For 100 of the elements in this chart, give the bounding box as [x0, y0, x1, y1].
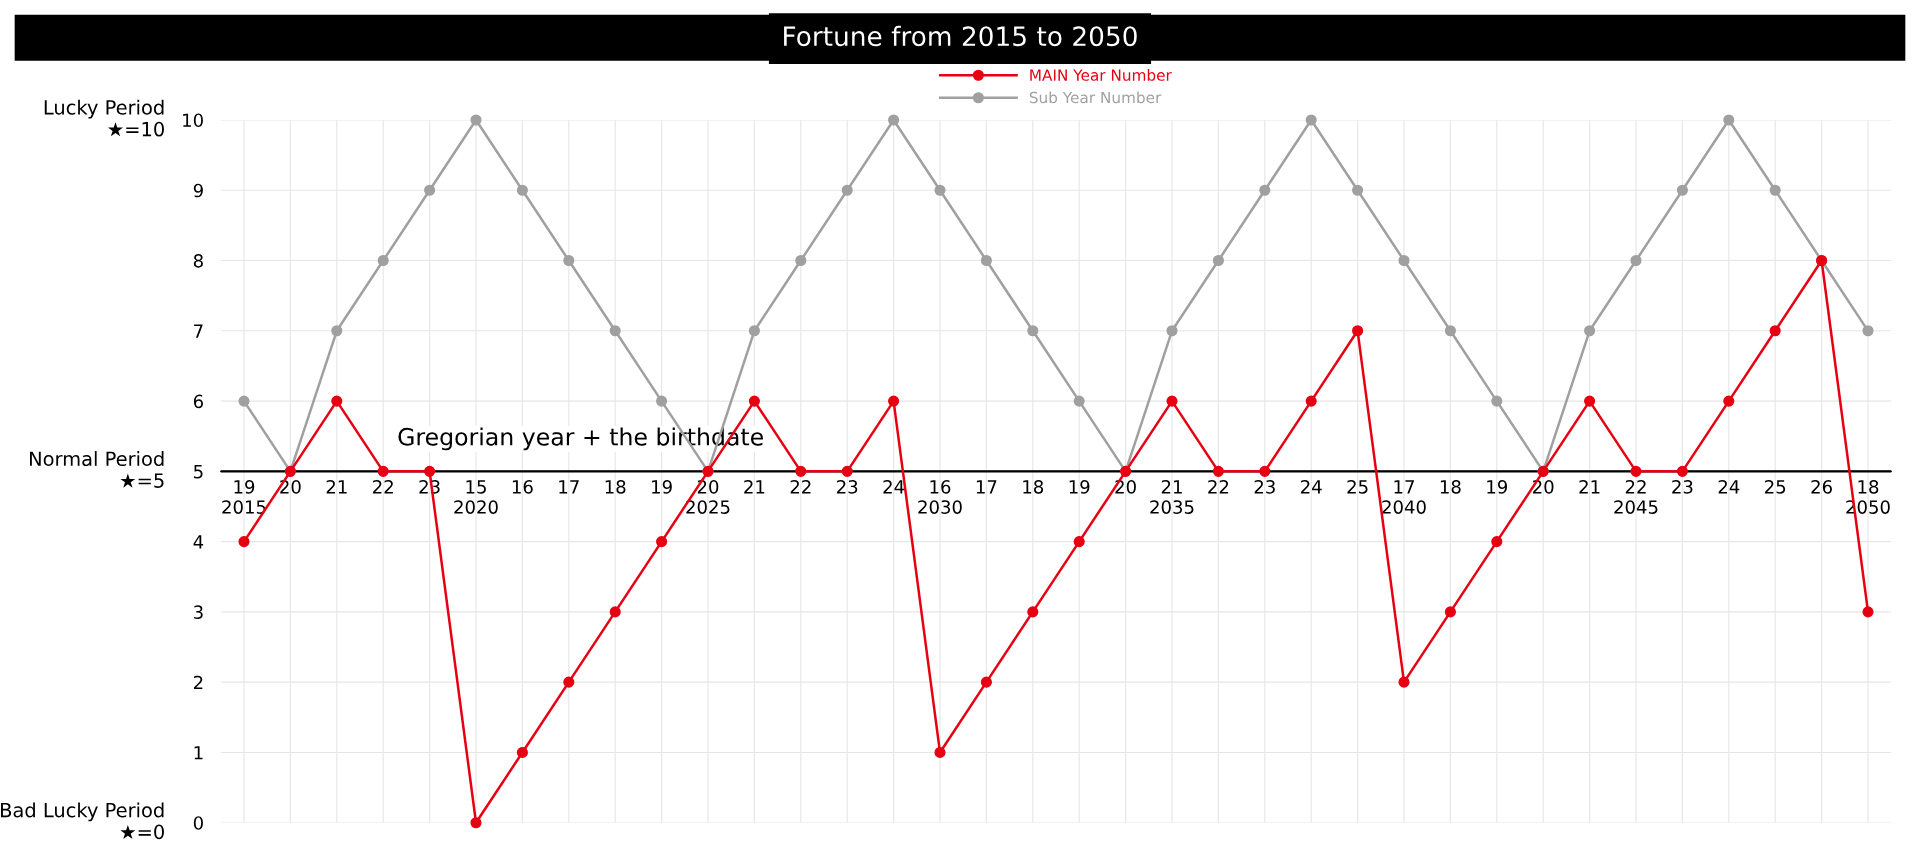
point	[1305, 114, 1317, 126]
x-tick-label: 17 2040	[1382, 480, 1426, 514]
y-tick-label: 4	[193, 535, 204, 549]
x-tick-label: 19	[1069, 480, 1090, 494]
x-tick-label: 22 2045	[1614, 480, 1658, 514]
point	[748, 395, 760, 407]
point	[934, 184, 946, 196]
point	[841, 184, 853, 196]
point	[1630, 465, 1642, 477]
point	[1676, 184, 1688, 196]
point	[1166, 395, 1178, 407]
x-tick-label: 15 2020	[454, 480, 498, 514]
ref-line-label: Normal Period ★=5	[30, 451, 164, 488]
point	[1444, 325, 1456, 337]
chart-title: Fortune from 2015 to 2050	[784, 25, 1137, 47]
y-tick-label: 7	[194, 324, 203, 338]
point	[888, 395, 900, 407]
legend-label: Sub Year Number	[1029, 91, 1162, 104]
y-tick-label: 3	[194, 605, 203, 620]
x-tick-label: 20	[280, 480, 301, 494]
point	[1769, 184, 1781, 196]
point	[1212, 465, 1224, 477]
x-tick-label: 24	[1718, 480, 1740, 494]
point	[1584, 395, 1596, 407]
x-tick-label: 21	[744, 480, 765, 494]
point	[1444, 606, 1456, 618]
point	[331, 325, 343, 337]
point	[888, 114, 900, 126]
y-tick-label: 6	[193, 394, 203, 409]
point	[795, 465, 807, 477]
point	[1491, 536, 1503, 548]
y-tick-label: 9	[193, 183, 203, 198]
point	[1491, 395, 1503, 407]
point	[470, 817, 482, 829]
y-tick-label: 0	[193, 816, 203, 830]
point	[424, 184, 436, 196]
point	[1398, 676, 1410, 688]
point	[1259, 465, 1271, 477]
point	[1259, 184, 1271, 196]
y-tick-label: 2	[193, 675, 203, 690]
point	[1862, 325, 1874, 337]
x-tick-label: 20	[1533, 480, 1554, 494]
x-tick-label: 26	[1811, 480, 1832, 494]
point	[656, 395, 668, 407]
x-tick-label: 20 2025	[686, 480, 730, 514]
x-tick-label: 20	[1115, 480, 1136, 494]
y-tick-label: 5	[194, 465, 203, 479]
point	[331, 395, 343, 407]
x-tick-label: 22	[1208, 480, 1229, 494]
point	[1352, 184, 1364, 196]
point	[1027, 325, 1039, 337]
point	[377, 465, 389, 477]
x-tick-label: 22	[373, 480, 393, 494]
point	[609, 606, 621, 618]
point	[609, 325, 621, 337]
point	[1352, 325, 1364, 337]
x-tick-label: 19	[652, 480, 672, 494]
point	[563, 676, 575, 688]
x-tick-label: 17	[976, 480, 997, 494]
point	[1723, 395, 1735, 407]
point	[795, 254, 807, 267]
point	[656, 536, 668, 548]
x-tick-label: 18	[1023, 480, 1044, 494]
point	[748, 325, 760, 337]
point	[470, 114, 482, 126]
point	[424, 465, 436, 477]
point	[1584, 325, 1596, 337]
x-tick-label: 25	[1347, 480, 1368, 494]
x-tick-label: 19	[1487, 480, 1508, 494]
y-tick-label: 10	[183, 113, 203, 128]
point	[1769, 325, 1781, 337]
point	[1073, 395, 1085, 407]
point	[1630, 254, 1642, 267]
point	[1862, 606, 1874, 618]
point	[516, 184, 528, 196]
x-tick-label: 25	[1765, 480, 1786, 494]
point	[1027, 606, 1039, 618]
x-tick-label: 23	[837, 480, 858, 494]
x-tick-label: 18	[1440, 480, 1461, 494]
point	[841, 465, 853, 477]
point	[1305, 395, 1317, 407]
x-tick-label: 19 2015	[222, 480, 266, 514]
x-tick-label: 21	[326, 480, 347, 494]
point	[516, 746, 528, 759]
x-tick-label: 16 2030	[918, 480, 962, 514]
point	[1166, 325, 1178, 337]
point	[377, 254, 389, 267]
point	[980, 254, 992, 267]
text: Bad Lucky Period ★=0	[1, 802, 164, 840]
x-tick-label: 21	[1579, 480, 1600, 494]
text: Lucky Period ★=10	[44, 99, 164, 137]
x-tick-label: 24	[1301, 480, 1322, 494]
x-tick-label: 16	[512, 480, 533, 494]
point	[1212, 254, 1224, 267]
x-tick-label: 23	[1254, 480, 1275, 494]
point	[563, 254, 575, 267]
point	[1073, 536, 1085, 548]
x-tick-label: 17	[559, 480, 579, 494]
point	[1398, 254, 1410, 267]
point	[980, 676, 992, 688]
